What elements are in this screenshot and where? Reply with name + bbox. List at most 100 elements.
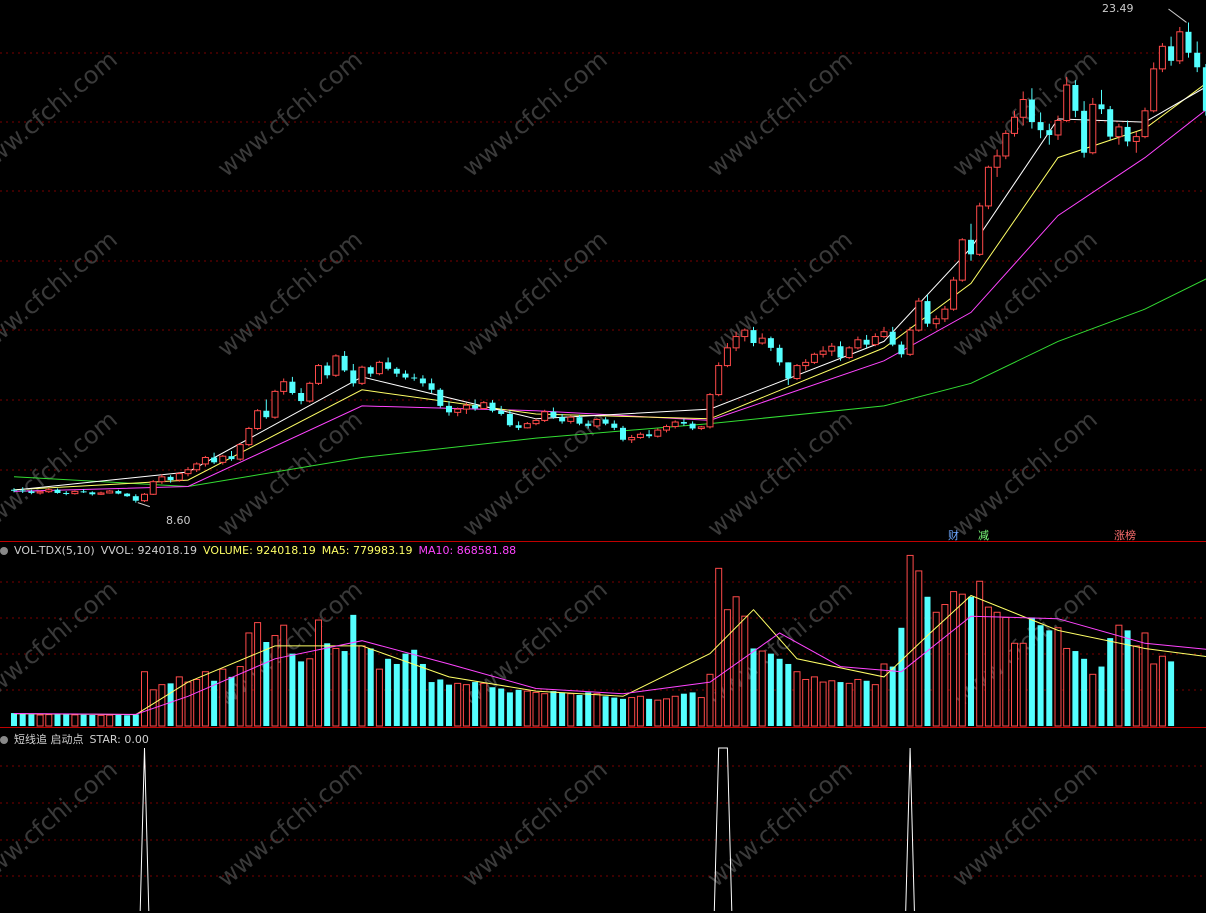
candle-body-down (968, 239, 974, 255)
candle-body-up (932, 318, 940, 325)
candle-body-up (741, 329, 749, 338)
candle-body-up (1132, 136, 1140, 142)
candle-body-down (19, 490, 26, 492)
volume-bar-up (236, 666, 244, 727)
star-indicator-name[interactable]: 短线追 启动点 (14, 733, 84, 746)
low-arrow (137, 502, 150, 508)
settings-gear-icon[interactable] (0, 547, 8, 555)
volume-bar-up (97, 714, 105, 727)
candle-body-down (263, 410, 270, 418)
candle-body-up (958, 239, 966, 281)
candle-body-up (906, 329, 914, 355)
volume-bar-up (915, 570, 923, 727)
candle-body-down (689, 423, 696, 429)
candle-body-up (332, 355, 340, 376)
candle-body-down (28, 491, 35, 493)
candle-body-up (1002, 132, 1010, 157)
volume-bar-down (54, 714, 61, 726)
volume-bar-down (89, 715, 96, 726)
volume-bar-up (280, 624, 288, 727)
volume-bar-down (393, 663, 400, 726)
volume-bar-down (132, 714, 139, 726)
volume-bar-up (732, 596, 740, 727)
candle-body-up (732, 336, 740, 349)
volume-bar-down (11, 713, 17, 726)
volume-bar-up (1019, 642, 1027, 727)
candle-body-down (1194, 52, 1201, 68)
candle-body-down (924, 301, 931, 324)
volume-bar-down (437, 679, 444, 726)
watermark-text: www.cfchi.com (0, 225, 123, 362)
volume-bar-down (228, 676, 235, 726)
event-tag-reduce[interactable]: 减 (978, 527, 989, 543)
volume-bar-down (489, 687, 496, 726)
candle-body-down (837, 346, 844, 358)
volume-panel (11, 554, 1206, 727)
candle-body-down (611, 423, 618, 428)
volume-bar-up (1002, 616, 1010, 727)
volume-bar-down (1046, 630, 1053, 726)
volume-bar-up (854, 678, 862, 727)
candle-body-up (1089, 103, 1097, 154)
vvol-value: VVOL: 924018.19 (100, 544, 198, 557)
candle-body-up (1150, 68, 1158, 112)
watermark-text: www.cfchi.com (212, 225, 368, 362)
volume-bar-down (646, 698, 653, 726)
volume-bar-up (793, 671, 801, 727)
candle-body-up (158, 476, 166, 483)
watermark-text: www.cfchi.com (702, 45, 858, 182)
watermark-text: www.cfchi.com (457, 755, 613, 892)
high-arrow (1168, 8, 1187, 23)
volume-bar-up (628, 697, 636, 727)
candle-body-down (132, 496, 139, 501)
volume-bar-up (758, 650, 766, 727)
volume-bar-up (480, 682, 488, 727)
candle-body-down (1072, 85, 1079, 111)
volume-bar-up (941, 604, 949, 727)
volume-bar-up (271, 635, 279, 727)
candle-body-up (149, 481, 157, 495)
candle-body-up (523, 423, 531, 429)
volume-bar-up (45, 714, 53, 727)
volume-bar-down (80, 714, 87, 726)
volume-bar-down (263, 642, 270, 726)
candle-body-down (515, 425, 522, 428)
volume-bar-up (654, 699, 662, 727)
volume-bar-up (663, 698, 670, 727)
watermark-text: www.cfchi.com (702, 225, 858, 362)
event-tag-gainers[interactable]: 涨榜 (1114, 527, 1136, 543)
settings-gear-icon-2[interactable] (0, 736, 8, 744)
high-price-value: 23.49 (1102, 2, 1134, 15)
watermark-text: www.cfchi.com (0, 45, 123, 182)
volume-bar-up (245, 632, 253, 727)
candle-body-up (97, 492, 105, 495)
candle-body-down (341, 355, 348, 371)
volume-indicator-name[interactable]: VOL-TDX(5,10) (14, 544, 95, 557)
panel-separators (0, 541, 1206, 728)
volume-bar-up (593, 693, 601, 727)
candle-body-down (298, 393, 305, 402)
volume-bar-down (924, 596, 931, 726)
candle-body-up (950, 279, 958, 310)
volume-bar-up (1150, 663, 1158, 727)
volume-bar-down (837, 682, 844, 726)
candle-body-up (941, 308, 949, 320)
volume-bar-up (1011, 642, 1018, 727)
event-tag-finance[interactable]: 财 (948, 527, 959, 543)
watermark-text: www.cfchi.com (702, 405, 858, 542)
candle-body-down (472, 405, 479, 409)
watermark-text: www.cfchi.com (0, 575, 123, 712)
candle-body-down (680, 422, 687, 424)
volume-bar-down (289, 653, 296, 726)
candle-body-up (236, 444, 244, 460)
volume-bar-down (115, 714, 122, 726)
volume-bar-down (167, 683, 174, 726)
star-signal-spike (905, 747, 915, 912)
candle-body-up (1019, 99, 1027, 118)
candle-body-up (193, 463, 201, 471)
candle-body-down (602, 419, 609, 424)
candle-body-down (446, 405, 452, 413)
candle-body-down (767, 338, 774, 348)
price-panel (11, 8, 1206, 508)
